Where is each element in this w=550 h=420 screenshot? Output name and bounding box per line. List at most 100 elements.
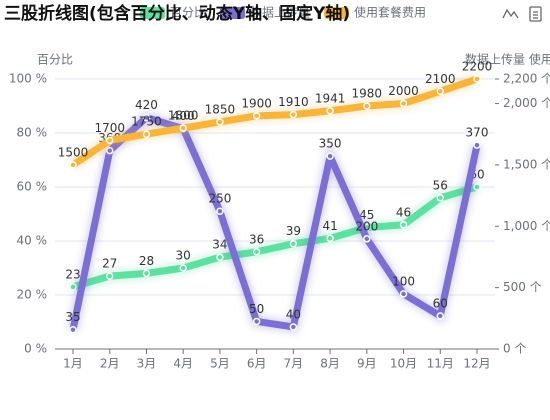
point [216, 253, 224, 261]
y2-axis-title: 数据上传量 使用 [465, 52, 550, 67]
point [105, 146, 114, 155]
x-tick-label: 3月 [137, 357, 157, 371]
x-tick-label: 9月 [357, 357, 377, 371]
point [252, 317, 261, 326]
y2-tick-label: 2,200 个 [503, 72, 550, 86]
y-tick-label: 20 % [17, 288, 48, 302]
point [363, 102, 371, 110]
data-label: 39 [286, 224, 301, 238]
x-tick-label: 11月 [427, 357, 454, 371]
point [326, 234, 334, 243]
point [363, 235, 371, 243]
point [399, 99, 408, 108]
point [473, 75, 481, 83]
y-tick-label: 100 % [9, 72, 47, 86]
legend-label: 使用套餐费用 [354, 5, 426, 20]
data-label: 28 [139, 254, 154, 268]
y2-tick-label: 0 个 [503, 342, 526, 356]
data-label: 2200 [462, 60, 493, 74]
legend-swatch [220, 7, 246, 19]
data-label: 370 [466, 126, 489, 140]
point [326, 107, 334, 115]
point [142, 130, 151, 138]
x-tick-label: 6月 [247, 357, 267, 371]
toolbox[interactable] [502, 6, 542, 22]
point [289, 239, 298, 248]
x-tick-label: 7月 [284, 357, 304, 371]
data-label: 1850 [205, 102, 236, 116]
x-tick-label: 5月 [210, 357, 230, 371]
chart-title: 三股折线图(包含百分比、动态Y轴、固定Y轴) [4, 3, 350, 24]
line-icon[interactable] [502, 8, 519, 19]
point [289, 323, 298, 331]
point [179, 264, 187, 272]
point [179, 124, 187, 132]
x-tick-label: 1月 [63, 357, 83, 371]
y2-tick-label: 1,000 个 [503, 219, 550, 233]
data-label: 36 [249, 232, 264, 246]
data-label: 350 [319, 137, 342, 151]
data-label: 2000 [388, 84, 419, 98]
point [252, 112, 261, 120]
data-label: 1700 [94, 121, 125, 135]
data-label: 27 [102, 257, 117, 271]
y2-tick-label: 2,000 个 [503, 96, 550, 110]
point [105, 136, 114, 145]
point [216, 118, 224, 126]
data-label: 41 [322, 219, 337, 233]
data-label: 30 [176, 249, 191, 263]
data-label: 40 [286, 307, 301, 321]
data-label: 400 [172, 109, 195, 123]
data-label: 23 [65, 267, 80, 281]
data-label: 46 [396, 205, 411, 219]
point [105, 272, 114, 280]
point [69, 325, 77, 334]
data-label: 1980 [352, 87, 383, 101]
legend-swatch [140, 7, 165, 19]
data-label: 1800 [168, 109, 199, 123]
point [69, 283, 77, 291]
data-label: 56 [433, 178, 448, 192]
point [436, 87, 445, 96]
data-label: 1900 [241, 96, 272, 110]
series-line [69, 183, 481, 291]
point [69, 161, 77, 169]
point [142, 269, 151, 278]
data-label: 250 [208, 192, 231, 206]
x-tick-label: 10月 [390, 357, 417, 371]
point [142, 113, 151, 122]
legend-label: 百分比 [170, 6, 206, 20]
y2-tick-label: 1,500 个 [503, 157, 550, 171]
legend-swatch [324, 7, 350, 19]
x-tick-label: 12月 [463, 357, 490, 371]
point [473, 141, 481, 149]
data-view-icon[interactable] [529, 6, 542, 22]
series-line [69, 114, 481, 334]
data-label: 60 [433, 296, 448, 310]
point [326, 152, 334, 160]
data-label: 420 [135, 98, 158, 112]
data-label: 50 [249, 302, 264, 316]
data-label: 2100 [425, 72, 456, 86]
point [436, 194, 445, 202]
series-line [69, 75, 481, 169]
data-label: 100 [392, 274, 415, 288]
x-tick-label: 8月 [320, 357, 340, 371]
point [399, 290, 408, 298]
point [436, 312, 445, 320]
data-label: 200 [355, 219, 378, 233]
y-tick-label: 40 % [17, 234, 48, 248]
point [289, 110, 298, 119]
data-label: 35 [65, 310, 80, 324]
point [252, 248, 261, 256]
point [399, 221, 408, 229]
data-label: 1941 [315, 91, 346, 105]
data-label: 1750 [131, 115, 162, 129]
x-tick-label: 2月 [100, 357, 120, 371]
data-label: 1910 [278, 95, 309, 109]
y-tick-label: 60 % [17, 180, 48, 194]
legend: 百分比 数据上传量 使用套餐费用 [140, 5, 426, 20]
data-label: 34 [212, 238, 227, 252]
legend-label: 数据上传量 [250, 5, 310, 20]
